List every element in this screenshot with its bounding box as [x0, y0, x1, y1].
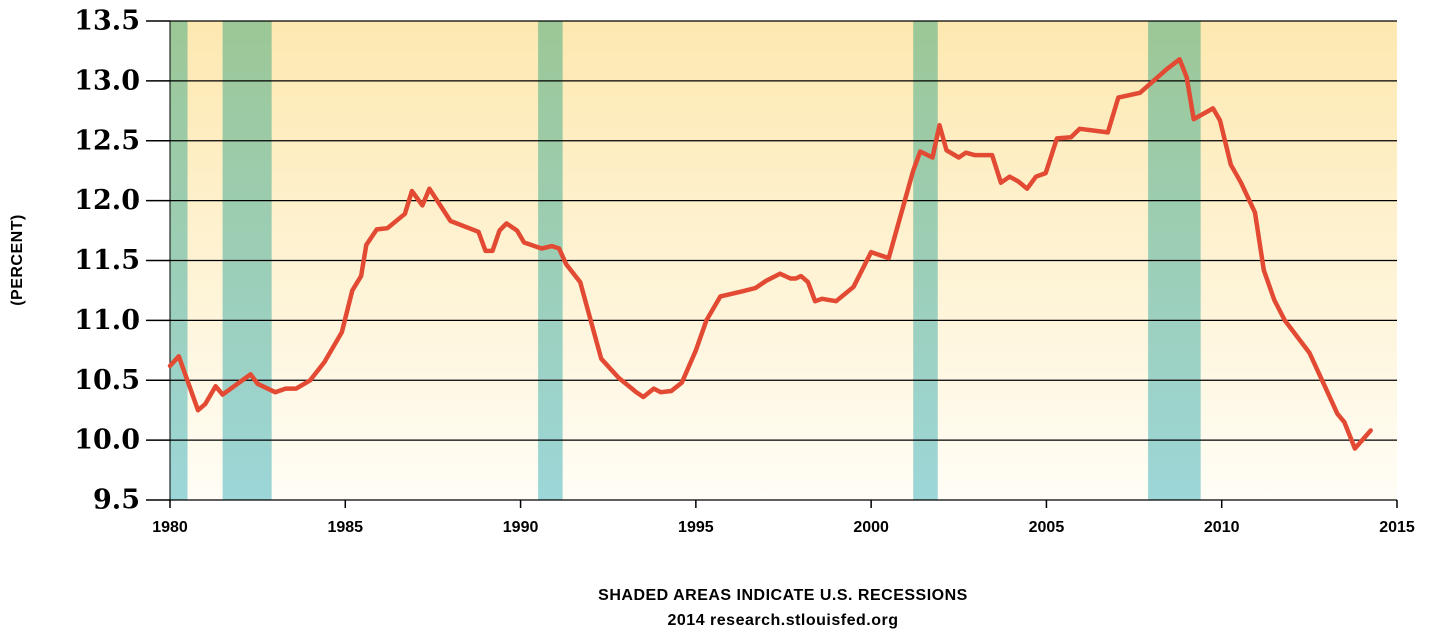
x-tick-label: 2015	[1379, 519, 1415, 536]
y-tick-label: 11.0	[74, 305, 140, 336]
y-tick-label: 13.0	[74, 65, 140, 96]
y-tick-label: 11.5	[74, 245, 140, 276]
x-tick-label: 1990	[503, 519, 539, 536]
y-tick-label: 10.0	[74, 425, 140, 456]
x-tick-label: 1985	[327, 519, 363, 536]
line	[167, 57, 1373, 451]
x-tick-label: 2000	[853, 519, 889, 536]
x-tick-label: 2005	[1029, 519, 1065, 536]
y-tick-label: 12.0	[74, 185, 140, 216]
y-tick-label: 12.5	[74, 125, 140, 156]
source: 2014 research.stlouisfed.org	[668, 612, 899, 629]
y-tick-label: 10.5	[74, 365, 140, 396]
y-tick-label: 9.5	[93, 485, 140, 516]
footnote: SHADED AREAS INDICATE U.S. RECESSIONS	[598, 587, 968, 604]
x-tick-label: 2010	[1204, 519, 1240, 536]
y-tick-label: 13.5	[74, 6, 140, 37]
y-axis-label: (PERCENT)	[9, 214, 26, 306]
x-tick-label: 1995	[678, 519, 714, 536]
x-tick-label: 1980	[152, 519, 188, 536]
